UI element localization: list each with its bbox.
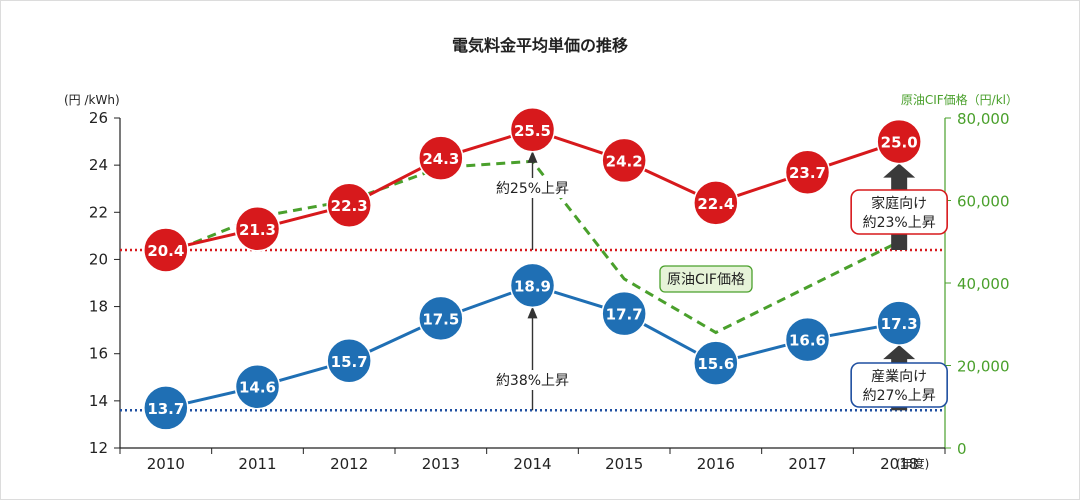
industrial-point (876, 300, 922, 346)
industrial-point (143, 385, 189, 431)
household-value-label: 23.7 (789, 164, 826, 182)
household-value-label: 21.3 (239, 221, 276, 239)
household-value-label: 22.3 (331, 197, 368, 215)
household-point (418, 135, 464, 181)
left-tick-label: 12 (89, 439, 108, 457)
household-point (326, 182, 372, 228)
household-point (601, 137, 647, 184)
right-axis-title: 原油CIF価格（円/kl） (901, 92, 1018, 107)
industrial-value-label: 18.9 (514, 277, 551, 295)
crude-legend-box (659, 265, 753, 293)
x-tick-label: 2013 (422, 455, 460, 473)
household-value-label: 25.5 (514, 122, 551, 140)
left-tick-label: 24 (89, 156, 108, 174)
household-point (693, 180, 739, 226)
industrial-point (326, 338, 372, 384)
industrial-point (784, 316, 831, 363)
household-rise-label-bg (492, 178, 573, 198)
industrial-value-label: 17.5 (422, 310, 459, 328)
industrial-rise-label-bg (492, 370, 573, 390)
industrial-point (693, 340, 739, 386)
household-point (234, 206, 281, 252)
industrial-value-label: 13.7 (147, 400, 184, 418)
industrial-callout-line1: 産業向け (871, 369, 927, 385)
industrial-callout-box (850, 362, 948, 408)
industrial-point (418, 295, 464, 342)
x-tick-label: 2010 (147, 455, 185, 473)
x-tick-label: 2018 (880, 455, 918, 473)
x-tick-label: 2014 (513, 455, 551, 473)
right-tick-label: 40,000 (957, 275, 1010, 293)
industrial-2018-arrow-head (883, 345, 916, 360)
chart-title: 電気料金平均単価の推移 (452, 36, 628, 55)
household-callout-line2: 約23%上昇 (863, 215, 936, 231)
x-tick-label: 2017 (788, 455, 826, 473)
industrial-value-label: 17.3 (881, 315, 918, 333)
household-point (509, 107, 556, 153)
industrial-value-label: 14.6 (239, 379, 276, 397)
left-tick-label: 14 (89, 392, 108, 410)
industrial-point (601, 290, 647, 337)
industrial-point (234, 363, 281, 410)
industrial-rise-label: 約38%上昇 (496, 373, 569, 389)
left-axis-title: (円 /kWh) (64, 93, 120, 107)
right-tick-label: 0 (957, 440, 967, 458)
industrial-value-label: 16.6 (789, 332, 826, 350)
industrial-value-label: 17.7 (606, 306, 643, 324)
x-tick-label: 2016 (697, 455, 735, 473)
household-rise-label: 約25%上昇 (496, 181, 569, 197)
household-rise-arrow-head (527, 150, 538, 163)
industrial-callout-line2: 約27%上昇 (863, 388, 936, 404)
x-tick-label: 2012 (330, 455, 368, 473)
industrial-value-label: 15.7 (331, 353, 368, 371)
x-tick-label: 2011 (238, 455, 276, 473)
household-point (784, 149, 831, 195)
left-tick-label: 26 (89, 109, 108, 127)
left-tick-label: 20 (89, 250, 108, 268)
x-tick-label: 2015 (605, 455, 643, 473)
household-value-label: 20.4 (147, 242, 184, 260)
left-tick-label: 22 (89, 203, 108, 221)
left-tick-label: 18 (89, 298, 108, 316)
household-value-label: 22.4 (697, 195, 734, 213)
industrial-point (509, 262, 556, 309)
household-point (876, 118, 922, 165)
industrial-rise-arrow-head (527, 306, 538, 319)
industrial-value-label: 15.6 (697, 355, 734, 373)
x-axis-unit-label: (年度) (896, 456, 929, 471)
household-callout-line1: 家庭向け (871, 195, 927, 212)
household-value-label: 25.0 (881, 134, 918, 152)
household-2018-arrow-head (883, 163, 916, 178)
household-callout-box (850, 189, 948, 235)
right-tick-label: 80,000 (957, 110, 1010, 128)
right-tick-label: 60,000 (957, 193, 1010, 211)
left-tick-label: 16 (89, 345, 108, 363)
household-value-label: 24.3 (422, 150, 459, 168)
household-point (143, 227, 189, 273)
right-tick-label: 20,000 (957, 358, 1010, 376)
crude-legend-label: 原油CIF価格 (667, 272, 745, 288)
household-value-label: 24.2 (606, 152, 643, 170)
